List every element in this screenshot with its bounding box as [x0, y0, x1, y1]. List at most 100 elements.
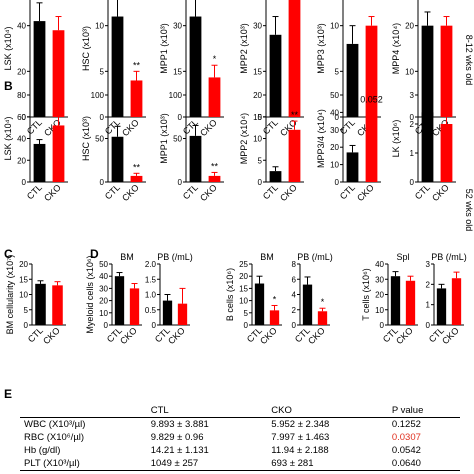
bar	[189, 16, 202, 117]
table-cell: 1049 ± 257	[150, 458, 199, 469]
y-tick-label: 10	[19, 291, 28, 300]
table-cell: 5.952 ± 2.348	[271, 419, 330, 430]
chart-title: PB (/mL)	[297, 252, 333, 262]
bar	[346, 152, 359, 182]
bar	[189, 135, 202, 182]
panel-label: E	[4, 387, 12, 400]
x-tick-label: CKO	[430, 182, 451, 203]
header-cell: CKO	[271, 405, 292, 416]
header-cell: CTL	[150, 405, 169, 416]
x-tick-label: CKO	[355, 182, 376, 203]
y-axis-label: Myeloid cells (x10⁶)	[85, 255, 95, 333]
x-tick-label: CKO	[278, 182, 299, 203]
y-axis-label: MPP3 (x10³)	[316, 23, 326, 74]
x-tick-label: CTL	[26, 325, 45, 344]
bar	[421, 112, 434, 182]
y-tick-label: 1.5	[145, 275, 157, 284]
panel-label: C	[4, 247, 13, 261]
x-tick-label: CTL	[338, 117, 357, 136]
y-tick-label: 20	[405, 22, 414, 31]
x-tick-label: CTL	[338, 182, 357, 201]
y-tick-label: 20	[17, 67, 26, 76]
bar	[269, 171, 282, 182]
y-tick-label: 0	[178, 113, 183, 122]
bar	[177, 303, 188, 325]
y-tick-label: 0	[22, 178, 27, 187]
y-tick-label: 0	[426, 321, 431, 330]
x-tick-label: CTL	[25, 117, 44, 136]
y-tick-label: 100	[91, 91, 105, 100]
x-tick-label: CKO	[41, 325, 62, 346]
y-tick-label: 15	[253, 67, 262, 76]
y-tick-label: 20	[99, 297, 108, 306]
x-tick-label: CTL	[261, 182, 280, 201]
x-tick-label: CKO	[166, 325, 187, 346]
table-row: WBC (X10³/µl) 9.893 ± 3.881 5.952 ± 2.348 0…	[20, 418, 460, 432]
y-tick-label: 40	[99, 272, 108, 281]
y-tick-label: 20	[330, 143, 339, 152]
bar	[33, 143, 46, 182]
y-axis-label: HSC (x10³)	[81, 116, 91, 161]
y-tick-label: 0	[178, 178, 183, 187]
bar	[365, 115, 378, 182]
y-axis-label: B cells (x10⁶)	[225, 268, 235, 321]
table-cell: PLT (X10³/µl)	[24, 458, 80, 469]
y-tick-label: 10	[95, 22, 104, 31]
significance: 0.052	[360, 94, 383, 104]
y-axis-label: LSK (x10⁴)	[3, 117, 13, 161]
bar	[440, 25, 453, 118]
bar	[254, 283, 265, 325]
x-tick-label: CTL	[103, 117, 122, 136]
bar	[269, 34, 282, 117]
y-tick-label: 50	[99, 260, 108, 269]
y-tick-label: 10	[253, 135, 262, 144]
y-tick-label: 20	[17, 156, 26, 165]
y-tick-label: 5	[244, 309, 249, 318]
y-axis-label: MPP2 (x10³)	[239, 23, 249, 74]
significance: **	[211, 161, 219, 171]
bar	[390, 276, 401, 325]
y-tick-label: 80	[17, 91, 26, 100]
y-tick-label: 0	[258, 178, 263, 187]
y-tick-label: 0	[100, 178, 105, 187]
y-tick-label: 50	[173, 135, 182, 144]
y-tick-label: 0	[104, 321, 109, 330]
table-cell: 0.0307	[391, 432, 421, 443]
y-tick-label: 25	[239, 260, 248, 269]
table-cell: RBC (X10⁶/µl)	[24, 432, 85, 443]
y-tick-label: 10	[375, 306, 384, 315]
y-tick-label: 1	[410, 149, 415, 158]
bar	[130, 80, 143, 117]
table-cell: 11.94 ± 2.188	[271, 445, 329, 456]
y-axis-label: MPP1 (x10³)	[159, 113, 169, 164]
bar	[317, 311, 328, 325]
side-label: 8-12 wks old	[464, 35, 474, 86]
table-cell: WBC (X10³/µl)	[24, 419, 86, 430]
y-tick-label: 50	[95, 135, 104, 144]
y-tick-label: 0	[152, 321, 157, 330]
chart-title: BM	[120, 252, 134, 262]
y-tick-label: 15	[173, 67, 182, 76]
x-tick-label: CKO	[198, 182, 219, 203]
y-tick-label: 0	[24, 321, 29, 330]
x-tick-label: CTL	[181, 117, 200, 136]
y-axis-label: BM cellularity (x10⁷)	[5, 255, 15, 335]
y-tick-label: 3	[410, 91, 415, 100]
y-tick-label: 0	[335, 113, 340, 122]
bar	[451, 278, 462, 325]
x-tick-label: CKO	[394, 325, 415, 346]
bar	[440, 124, 453, 182]
y-axis-label: MPP2 (x10⁴)	[239, 113, 249, 164]
y-tick-label: 3	[426, 260, 431, 269]
bar	[111, 16, 124, 117]
y-tick-label: 15	[239, 284, 248, 293]
y-tick-label: 0	[410, 178, 415, 187]
significance: **	[291, 110, 299, 120]
y-tick-label: 2	[292, 306, 297, 315]
side-label: 52 wks old	[464, 189, 474, 232]
x-tick-label: CTL	[261, 117, 280, 136]
y-axis-label: MPP3/4 (x10⁴)	[316, 109, 326, 168]
x-tick-label: CTL	[25, 182, 44, 201]
